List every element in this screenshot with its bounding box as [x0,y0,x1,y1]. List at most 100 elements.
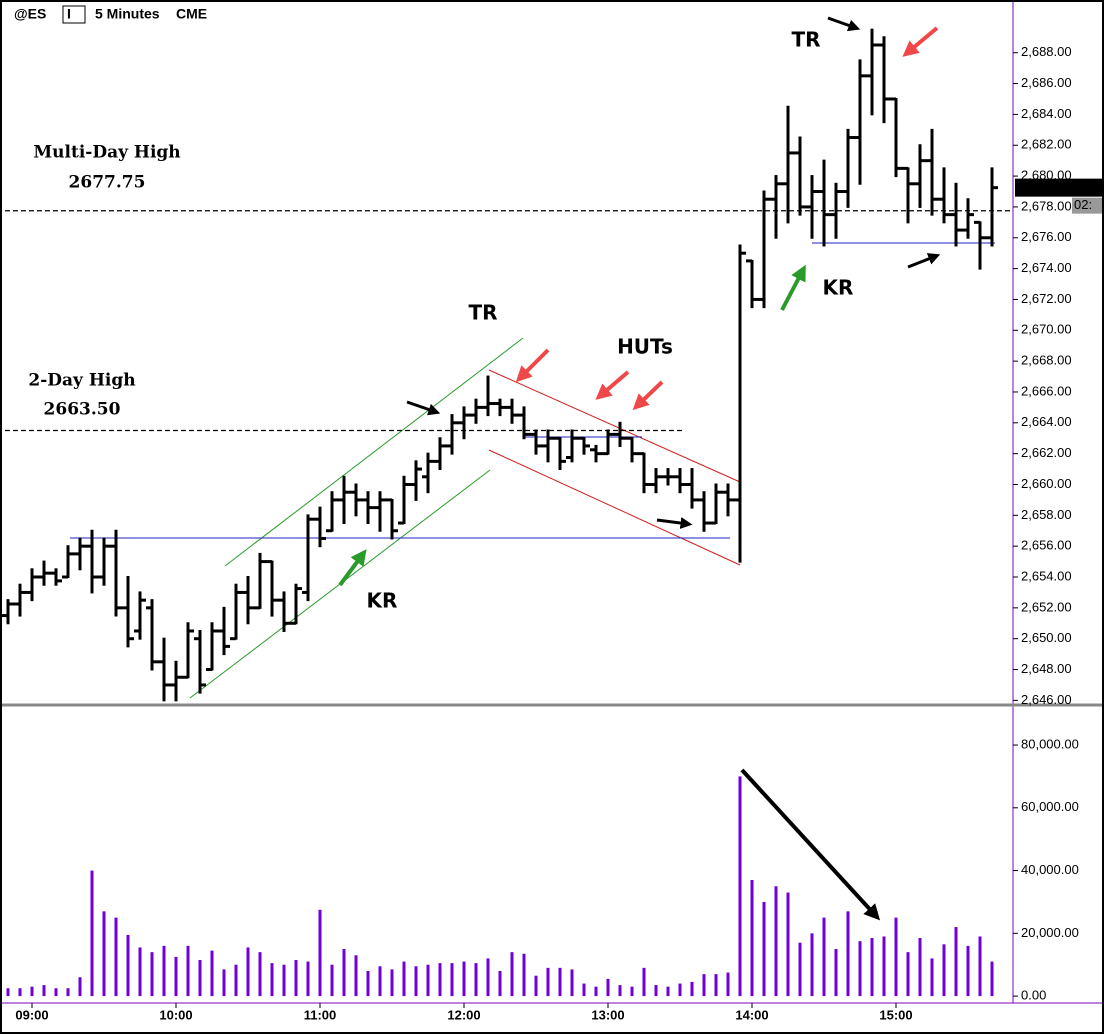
volume-bar [630,986,634,997]
volume-bar [162,945,166,997]
x-tick-label: 14:00 [735,1007,768,1022]
volume-bar [450,963,454,997]
volume-bar [894,917,898,997]
volume-bar [402,961,406,997]
volume-bar [954,927,958,997]
channel-line [224,337,524,567]
arrow [780,264,806,311]
y-tick-label: 2,686.00 [1021,75,1072,90]
y-tick-label: 2,674.00 [1021,260,1072,275]
channel-line [488,369,741,483]
volume-bar [906,952,910,997]
y-tick-label: 2,646.00 [1021,692,1072,707]
volume-bar [618,985,622,997]
volume-bar [846,911,850,997]
y-tick-label: 2,660.00 [1021,476,1072,491]
y-tick-label: 0.00 [1021,988,1046,1003]
volume-bar [870,938,874,997]
volume-bar [270,963,274,997]
y-tick-label: 2,658.00 [1021,507,1072,522]
volume-bar [558,967,562,997]
volume-bar [306,961,310,997]
volume-bar [6,988,10,997]
volume-bar [354,955,358,997]
header: @ES I 5 Minutes CME [14,5,207,24]
volume-bar [786,892,790,997]
volume-bar [66,988,70,997]
y-tick-label: 2,650.00 [1021,630,1072,645]
volume-bar [834,949,838,997]
arrow [632,380,664,411]
volume-bar [414,966,418,997]
volume-bar [690,981,694,997]
level-value: 2663.50 [44,400,121,420]
y-tick-label: 2,666.00 [1021,383,1072,398]
volume-bar [666,986,670,997]
volume-bar [534,975,538,997]
volume-bar [798,942,802,997]
y-tick-label: 60,000.00 [1021,799,1079,814]
volume-bar [546,967,550,997]
volume-bar [102,911,106,997]
y-tick-label: 2,664.00 [1021,414,1072,429]
volume-bar [702,974,706,997]
y-tick-label: 2,688.00 [1021,44,1072,59]
indicator: I [67,6,71,22]
y-tick-label: 40,000.00 [1021,862,1079,877]
volume-bar [390,969,394,997]
volume-bar [234,964,238,997]
volume-bar [30,986,34,997]
volume-bar [774,886,778,997]
volume-bar [342,949,346,997]
volume-bar [486,958,490,997]
countdown: 02: [1074,197,1092,212]
volume-bar [966,945,970,997]
volume-bar [246,947,250,997]
y-tick-label: 2,682.00 [1021,137,1072,152]
x-tick-label: 11:00 [304,1007,337,1022]
annotations: Multi-Day High 2677.75 2-Day High 2663.5… [28,28,853,613]
y-tick-label: 2,648.00 [1021,661,1072,676]
volume-bar [90,870,94,997]
volume-bar [822,917,826,997]
volume-bar [918,938,922,997]
volume-bar [474,963,478,997]
arrow [515,348,550,383]
volume-bar [378,966,382,997]
volume-bar [366,970,370,997]
y-tick-label: 2,672.00 [1021,291,1072,306]
volume-bar [978,936,982,997]
volume-bar [186,945,190,997]
y-tick-label: 2,662.00 [1021,445,1072,460]
arrow [907,253,941,269]
arrow [902,26,939,57]
x-tick-label: 10:00 [159,1007,192,1022]
annotation: TR [468,301,497,325]
volume-bar [78,977,82,997]
last-price-box [1015,178,1103,197]
last-price-label: 2,679.25 [1020,179,1071,194]
y-tick-label: 2,652.00 [1021,599,1072,614]
indicator-box[interactable] [62,5,86,24]
volume-bar [522,953,526,997]
volume-bar [138,947,142,997]
level-name: 2-Day High [28,371,135,391]
arrow [595,370,630,400]
volume-bar [810,933,814,997]
countdown-box [1072,197,1102,214]
x-tick-label: 15:00 [879,1007,912,1022]
arrow [827,16,861,32]
drawings [70,16,995,921]
volume-bar [438,963,442,997]
volume-bar [114,917,118,997]
x-tick-label: 09:00 [15,1007,48,1022]
level-name: Multi-Day High [33,143,180,163]
volume-bar [462,961,466,997]
arrow [406,400,441,416]
volume-bar [882,936,886,997]
volume-bar [210,950,214,997]
volume-bar [498,970,502,997]
volume-bar [990,961,994,997]
arrow [338,549,367,587]
